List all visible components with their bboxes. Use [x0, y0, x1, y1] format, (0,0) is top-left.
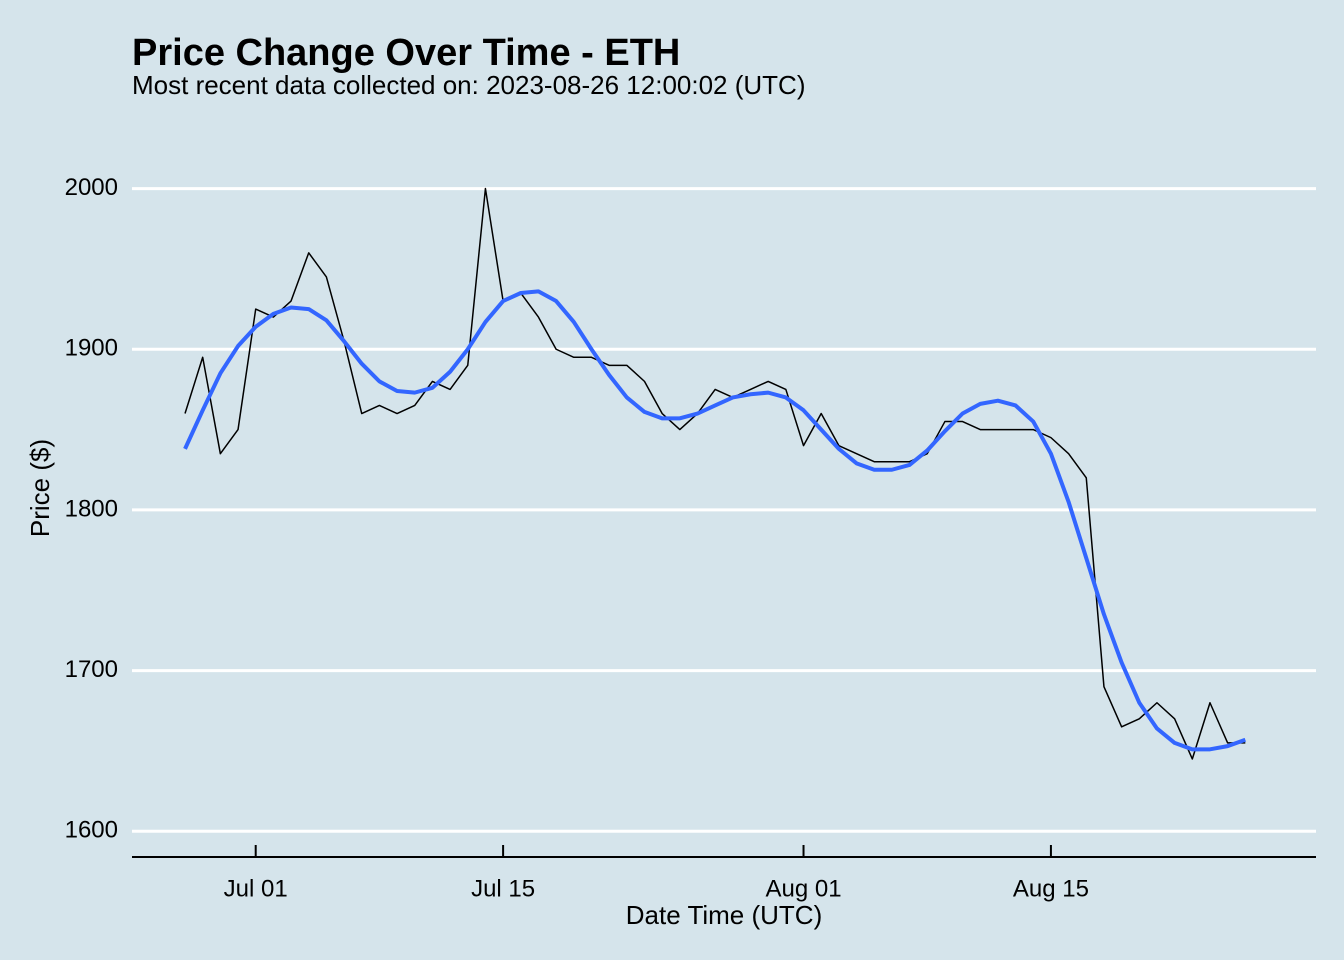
y-tick-label: 2000	[65, 174, 118, 201]
x-tick-label: Jul 01	[224, 875, 288, 902]
price-line	[184, 187, 1246, 760]
y-tick-label: 1600	[65, 817, 118, 844]
x-tick-label: Jul 15	[471, 875, 535, 902]
y-tick-label: 1700	[65, 656, 118, 683]
price-line	[183, 289, 1246, 752]
x-axis-label: Date Time (UTC)	[626, 900, 822, 930]
y-tick-label: 1900	[65, 335, 118, 362]
y-tick-label: 1800	[65, 495, 118, 522]
chart-title: Price Change Over Time - ETH	[132, 32, 680, 74]
x-tick-label: Aug 01	[765, 875, 841, 902]
chart-subtitle: Most recent data collected on: 2023-08-2…	[132, 70, 806, 100]
x-tick-label: Aug 15	[1013, 875, 1089, 902]
y-axis-label: Price ($)	[25, 439, 55, 537]
